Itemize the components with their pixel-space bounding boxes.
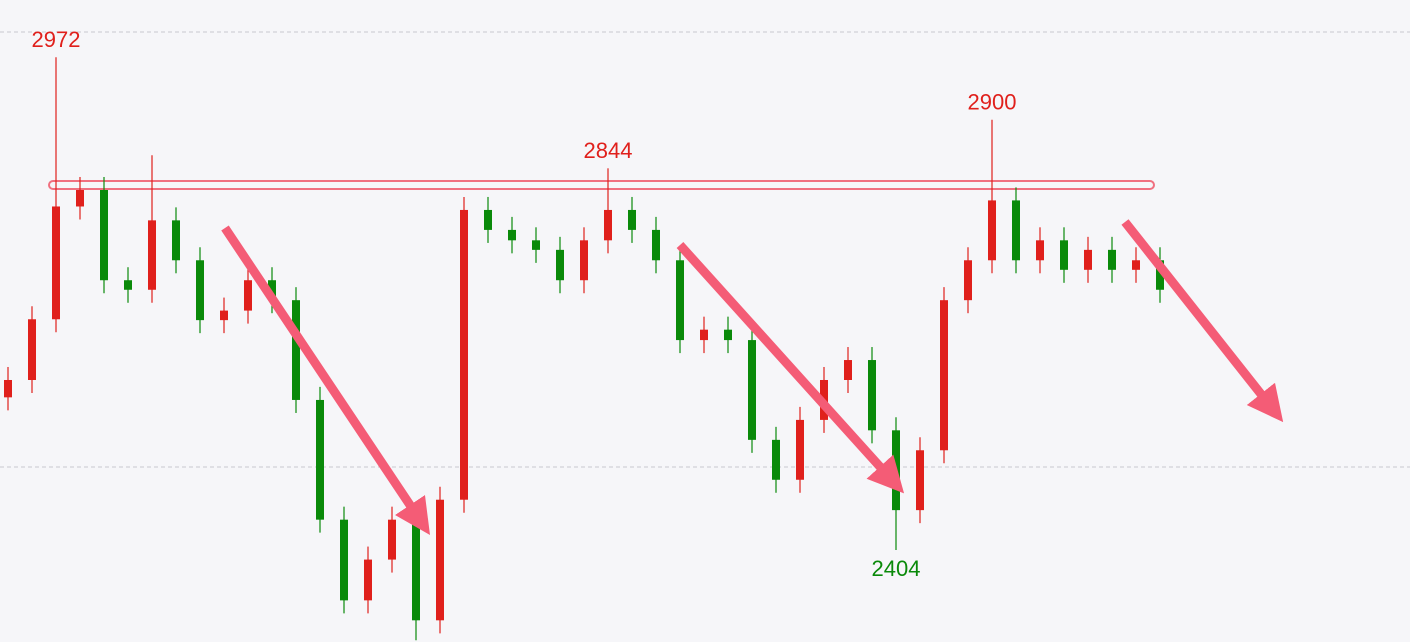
candle-body bbox=[940, 300, 948, 451]
price-annotation: 2972 bbox=[32, 27, 81, 52]
candle-body bbox=[412, 519, 420, 621]
candle-body bbox=[316, 399, 324, 520]
candle-body bbox=[292, 300, 300, 400]
candle-body bbox=[28, 319, 36, 380]
candle-body bbox=[796, 419, 804, 480]
candle-body bbox=[436, 499, 444, 621]
candle-body bbox=[172, 220, 180, 261]
candle-body bbox=[580, 240, 588, 281]
candle-body bbox=[220, 310, 228, 321]
candle-body bbox=[244, 280, 252, 311]
candle-body bbox=[892, 430, 900, 511]
candle-body bbox=[964, 260, 972, 301]
candle-body bbox=[916, 450, 924, 511]
price-annotation: 2404 bbox=[872, 556, 921, 581]
arrow bbox=[1121, 219, 1284, 423]
candle-body bbox=[508, 229, 516, 241]
candle-body bbox=[484, 209, 492, 230]
candle-body bbox=[388, 519, 396, 560]
arrow bbox=[676, 241, 905, 494]
arrows bbox=[221, 219, 1284, 535]
arrow bbox=[221, 225, 430, 535]
candle-body bbox=[700, 329, 708, 341]
candle-body bbox=[268, 280, 276, 301]
resistance-box bbox=[48, 180, 1155, 190]
candle-body bbox=[556, 249, 564, 281]
candle-body bbox=[4, 379, 12, 398]
candle-body bbox=[988, 200, 996, 261]
candle-body bbox=[196, 260, 204, 321]
price-annotation: 2900 bbox=[968, 90, 1017, 115]
candle-body bbox=[1036, 240, 1044, 261]
candle-body bbox=[1060, 240, 1068, 270]
candle-body bbox=[76, 189, 84, 207]
candle-body bbox=[1132, 260, 1140, 270]
candle-body bbox=[868, 360, 876, 431]
candle-body bbox=[844, 360, 852, 380]
candle-body bbox=[1108, 249, 1116, 270]
candle-body bbox=[748, 340, 756, 440]
candle-body bbox=[604, 209, 612, 241]
candle-body bbox=[1156, 260, 1164, 290]
candle-body bbox=[148, 220, 156, 290]
candle-body bbox=[460, 209, 468, 500]
candle-body bbox=[772, 439, 780, 480]
candle-body bbox=[532, 240, 540, 250]
candle-body bbox=[100, 189, 108, 281]
candle-body bbox=[52, 206, 60, 320]
candle-body bbox=[1084, 249, 1092, 270]
candle-body bbox=[1012, 200, 1020, 261]
candle-body bbox=[340, 519, 348, 601]
price-annotation: 2844 bbox=[584, 138, 633, 163]
candle-body bbox=[364, 559, 372, 601]
candle-body bbox=[628, 209, 636, 230]
candle-body bbox=[124, 280, 132, 290]
candle-body bbox=[724, 329, 732, 341]
candle-body bbox=[652, 229, 660, 261]
candle-body bbox=[676, 260, 684, 341]
